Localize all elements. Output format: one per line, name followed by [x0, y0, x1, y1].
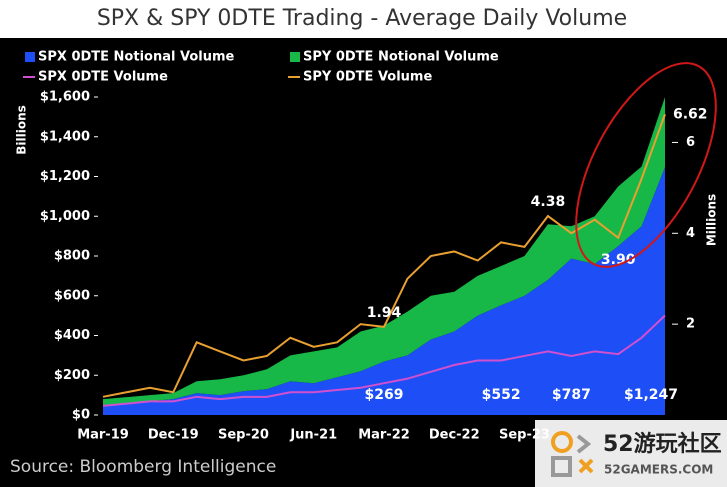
y-tick-label: $200: [54, 368, 90, 383]
y2-tick-label: 6: [686, 135, 695, 150]
legend-swatch: [290, 52, 300, 62]
y2-tick-label: 4: [686, 226, 695, 241]
chart-title: SPX & SPY 0DTE Trading - Average Daily V…: [97, 6, 627, 31]
source: Source: Bloomberg Intelligence: [10, 457, 276, 477]
y2-axis-title: Millions: [705, 194, 719, 246]
watermark-site: 52GAMERS.COM: [604, 463, 713, 477]
y-tick-label: $600: [54, 288, 90, 303]
y-tick-label: $1,600: [40, 90, 90, 105]
y-tick-label: $400: [54, 328, 90, 343]
watermark: 52游玩社区 52GAMERS.COM: [535, 420, 727, 487]
line: [102, 314, 666, 407]
highlight-ellipse: [575, 62, 717, 268]
y2-tick-label: 2: [686, 317, 695, 332]
watermark-icon: [551, 431, 573, 453]
watermark-icon: [578, 458, 594, 474]
line: [102, 113, 666, 398]
watermark-icon: [551, 456, 572, 477]
value-label: 4.38: [531, 194, 566, 210]
y-tick-label: $800: [54, 249, 90, 264]
value-label: $269: [365, 387, 404, 403]
watermark-icon: [576, 434, 592, 454]
y-tick-label: $1,400: [40, 129, 90, 144]
title-band: [0, 0, 727, 38]
y-axis-title: Billions: [15, 105, 29, 155]
y-tick-label: $1,000: [40, 209, 90, 224]
x-tick-label: Mar-19: [77, 428, 129, 443]
legend-label: SPY 0DTE Notional Volume: [303, 50, 499, 65]
watermark-brand: 52游玩社区: [603, 431, 722, 457]
legend-label: SPX 0DTE Volume: [38, 70, 168, 85]
plot: $0 $200 $400 $600 $800 $1,000 $1,200 $1,400 $1,6…: [23, 50, 708, 443]
legend-swatch: [25, 52, 35, 62]
value-label: 1.94: [367, 305, 402, 321]
area: [103, 167, 665, 415]
x-tick-label: Sep-20: [218, 428, 269, 443]
value-label: 3.90: [601, 252, 636, 268]
x-tick-label: Mar-22: [358, 428, 410, 443]
value-label: 6.62: [673, 106, 708, 122]
y-tick-label: $1,200: [40, 169, 90, 184]
area: [103, 97, 665, 406]
legend-label: SPX 0DTE Notional Volume: [38, 50, 235, 65]
x-tick-label: Dec-22: [429, 428, 480, 443]
value-label: $787: [552, 387, 591, 403]
y-tick-label: $0: [72, 408, 90, 423]
value-label: $1,247: [624, 387, 678, 403]
value-label: $552: [482, 387, 521, 403]
x-tick-label: Jun-21: [289, 428, 337, 443]
x-tick-label: Dec-19: [148, 428, 199, 443]
legend-label: SPY 0DTE Volume: [303, 70, 432, 85]
